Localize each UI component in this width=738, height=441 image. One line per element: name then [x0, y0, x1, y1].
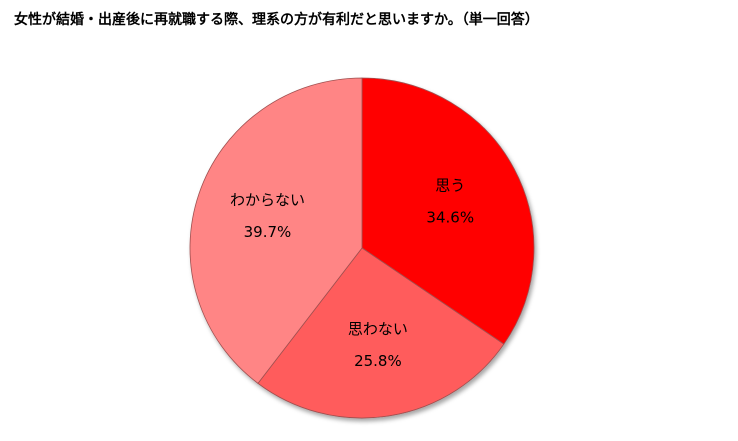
slice-label: わからない	[230, 191, 305, 209]
slice-value-label: 39.7%	[244, 223, 292, 241]
pie	[189, 77, 535, 419]
slice-label: 思わない	[348, 320, 408, 338]
slice-label: 思う	[435, 177, 465, 195]
slice-value-label: 34.6%	[426, 209, 474, 227]
chart-title: 女性が結婚・出産後に再就職する際、理系の方が有利だと思いますか。（単一回答）	[14, 11, 539, 28]
pie-slice	[257, 247, 505, 419]
slice-value-label: 25.8%	[354, 352, 402, 370]
pie-slice	[361, 77, 535, 345]
pie-slice	[189, 77, 363, 384]
